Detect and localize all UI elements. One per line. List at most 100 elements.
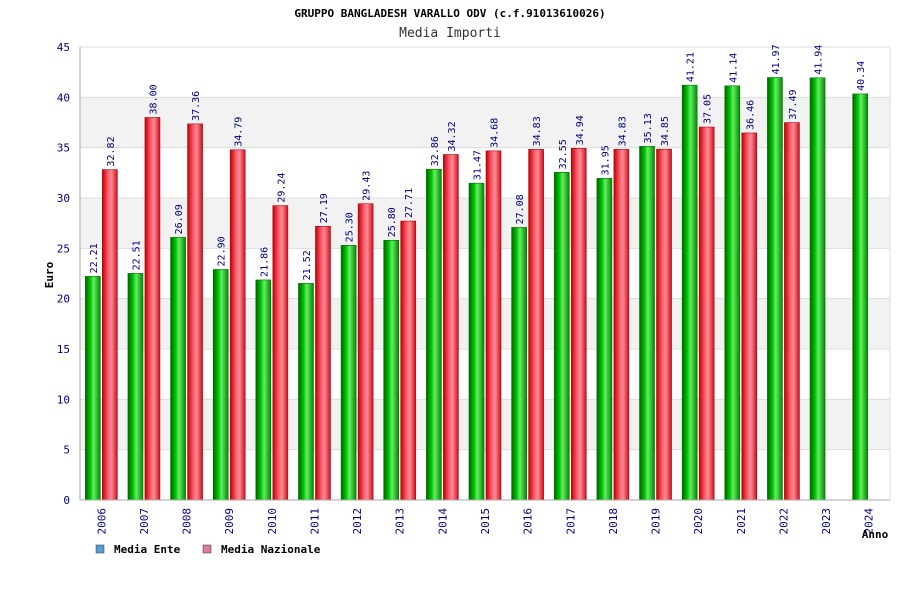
y-axis-label: Euro (43, 261, 56, 288)
x-tick-label: 2006 (95, 508, 108, 535)
legend-label-nazionale: Media Nazionale (221, 543, 321, 556)
data-label: 26.09 (174, 204, 185, 234)
bar-media-nazionale (315, 225, 331, 501)
y-tick-label: 0 (63, 494, 70, 507)
bar-media-nazionale (656, 148, 672, 501)
bar-media-nazionale (357, 203, 374, 501)
y-tick-label: 20 (57, 293, 70, 306)
data-label: 37.36 (191, 91, 202, 121)
bar-media-ente (212, 269, 229, 501)
bar-media-ente (85, 276, 101, 501)
data-label: 34.83 (532, 116, 543, 146)
x-tick-label: 2023 (820, 508, 833, 535)
x-tick-label: 2020 (692, 508, 705, 535)
data-label: 37.05 (703, 94, 714, 124)
data-label: 32.55 (558, 139, 569, 169)
x-axis-label: Anno (862, 528, 889, 541)
bar-media-ente (767, 77, 783, 501)
bar-media-ente (426, 168, 442, 501)
chart-subtitle: Media Importi (399, 26, 501, 41)
data-label: 21.86 (259, 247, 270, 277)
data-label: 21.52 (302, 250, 313, 280)
bar-media-nazionale (570, 147, 587, 501)
x-tick-label: 2019 (650, 508, 663, 535)
data-label: 34.32 (447, 121, 458, 151)
data-label: 27.08 (515, 194, 526, 224)
bar-media-nazionale (784, 122, 800, 501)
data-label: 36.46 (745, 100, 756, 130)
y-tick-label: 5 (63, 444, 70, 457)
bar-media-ente (852, 93, 868, 501)
bar-media-ente (681, 84, 698, 501)
x-tick-label: 2024 (863, 508, 876, 535)
y-tick-label: 40 (57, 91, 70, 104)
x-tick-label: 2010 (266, 508, 279, 535)
x-tick-label: 2022 (777, 508, 790, 535)
x-tick-label: 2011 (308, 508, 321, 535)
x-tick-label: 2014 (436, 508, 449, 535)
data-label: 22.21 (89, 243, 100, 273)
data-label: 31.47 (473, 150, 484, 180)
data-label: 34.94 (575, 115, 586, 145)
y-tick-label: 10 (57, 393, 70, 406)
bar-media-nazionale (443, 154, 459, 501)
x-tick-label: 2007 (138, 508, 151, 535)
grid-band (80, 47, 890, 98)
y-tick-label: 15 (57, 343, 70, 356)
y-tick-label: 30 (57, 192, 70, 205)
data-label: 34.79 (234, 117, 245, 147)
data-label: 25.30 (345, 212, 356, 242)
data-labels: 22.21 22.51 26.09 22.90 21.86 21.52 25.30 25.80… (89, 44, 867, 280)
bar-media-nazionale (229, 149, 246, 501)
legend: Media Ente Media Nazionale (95, 543, 321, 556)
bar-media-ente (383, 239, 400, 501)
y-tick-label: 25 (57, 242, 70, 255)
chart-title: GRUPPO BANGLADESH VARALLO ODV (c.f.91013… (294, 7, 605, 20)
bar-media-ente (468, 182, 485, 501)
data-label: 32.86 (430, 136, 441, 166)
bar-media-ente (127, 273, 144, 501)
bar-media-ente (639, 146, 655, 501)
x-tick-label: 2016 (522, 508, 535, 535)
data-label: 29.24 (276, 173, 287, 203)
bar-media-ente (255, 279, 272, 501)
data-label: 31.95 (600, 145, 611, 175)
data-label: 40.34 (856, 61, 867, 91)
bar-media-nazionale (485, 150, 502, 501)
bar-media-ente (809, 77, 826, 501)
x-tick-label: 2015 (479, 508, 492, 535)
data-label: 41.97 (771, 44, 782, 74)
data-label: 34.83 (617, 116, 628, 146)
x-tick-label: 2013 (394, 508, 407, 535)
x-tick-label: 2017 (564, 508, 577, 535)
bar-media-ente (298, 283, 314, 501)
data-label: 22.90 (217, 236, 228, 266)
data-label: 25.80 (387, 207, 398, 237)
data-label: 29.43 (362, 171, 373, 201)
x-tick-label: 2012 (351, 508, 364, 535)
bar-media-nazionale (400, 220, 417, 501)
bar-media-ente (553, 172, 570, 501)
data-label: 37.49 (788, 89, 799, 119)
x-tick-label: 2018 (607, 508, 620, 535)
bar-media-nazionale (528, 149, 544, 501)
bar-media-nazionale (187, 123, 203, 501)
bar-media-nazionale (613, 149, 630, 501)
bar-media-ente (511, 227, 527, 501)
bar-media-nazionale (741, 132, 758, 501)
data-label: 41.21 (686, 52, 697, 82)
x-tick-label: 2008 (181, 508, 194, 535)
data-label: 27.19 (319, 193, 330, 223)
bars (85, 77, 868, 501)
data-label: 22.51 (131, 240, 142, 270)
bar-media-nazionale (144, 117, 161, 501)
legend-swatch-ente (95, 544, 105, 554)
axes: 0 5 10 15 20 25 30 35 40 45 2006 2007 2008 2009 2010 20… (57, 41, 891, 535)
bar-media-nazionale (698, 126, 715, 501)
data-label: 35.13 (643, 113, 654, 143)
data-label: 38.00 (148, 84, 159, 114)
data-label: 41.14 (728, 53, 739, 83)
x-tick-label: 2009 (223, 508, 236, 535)
